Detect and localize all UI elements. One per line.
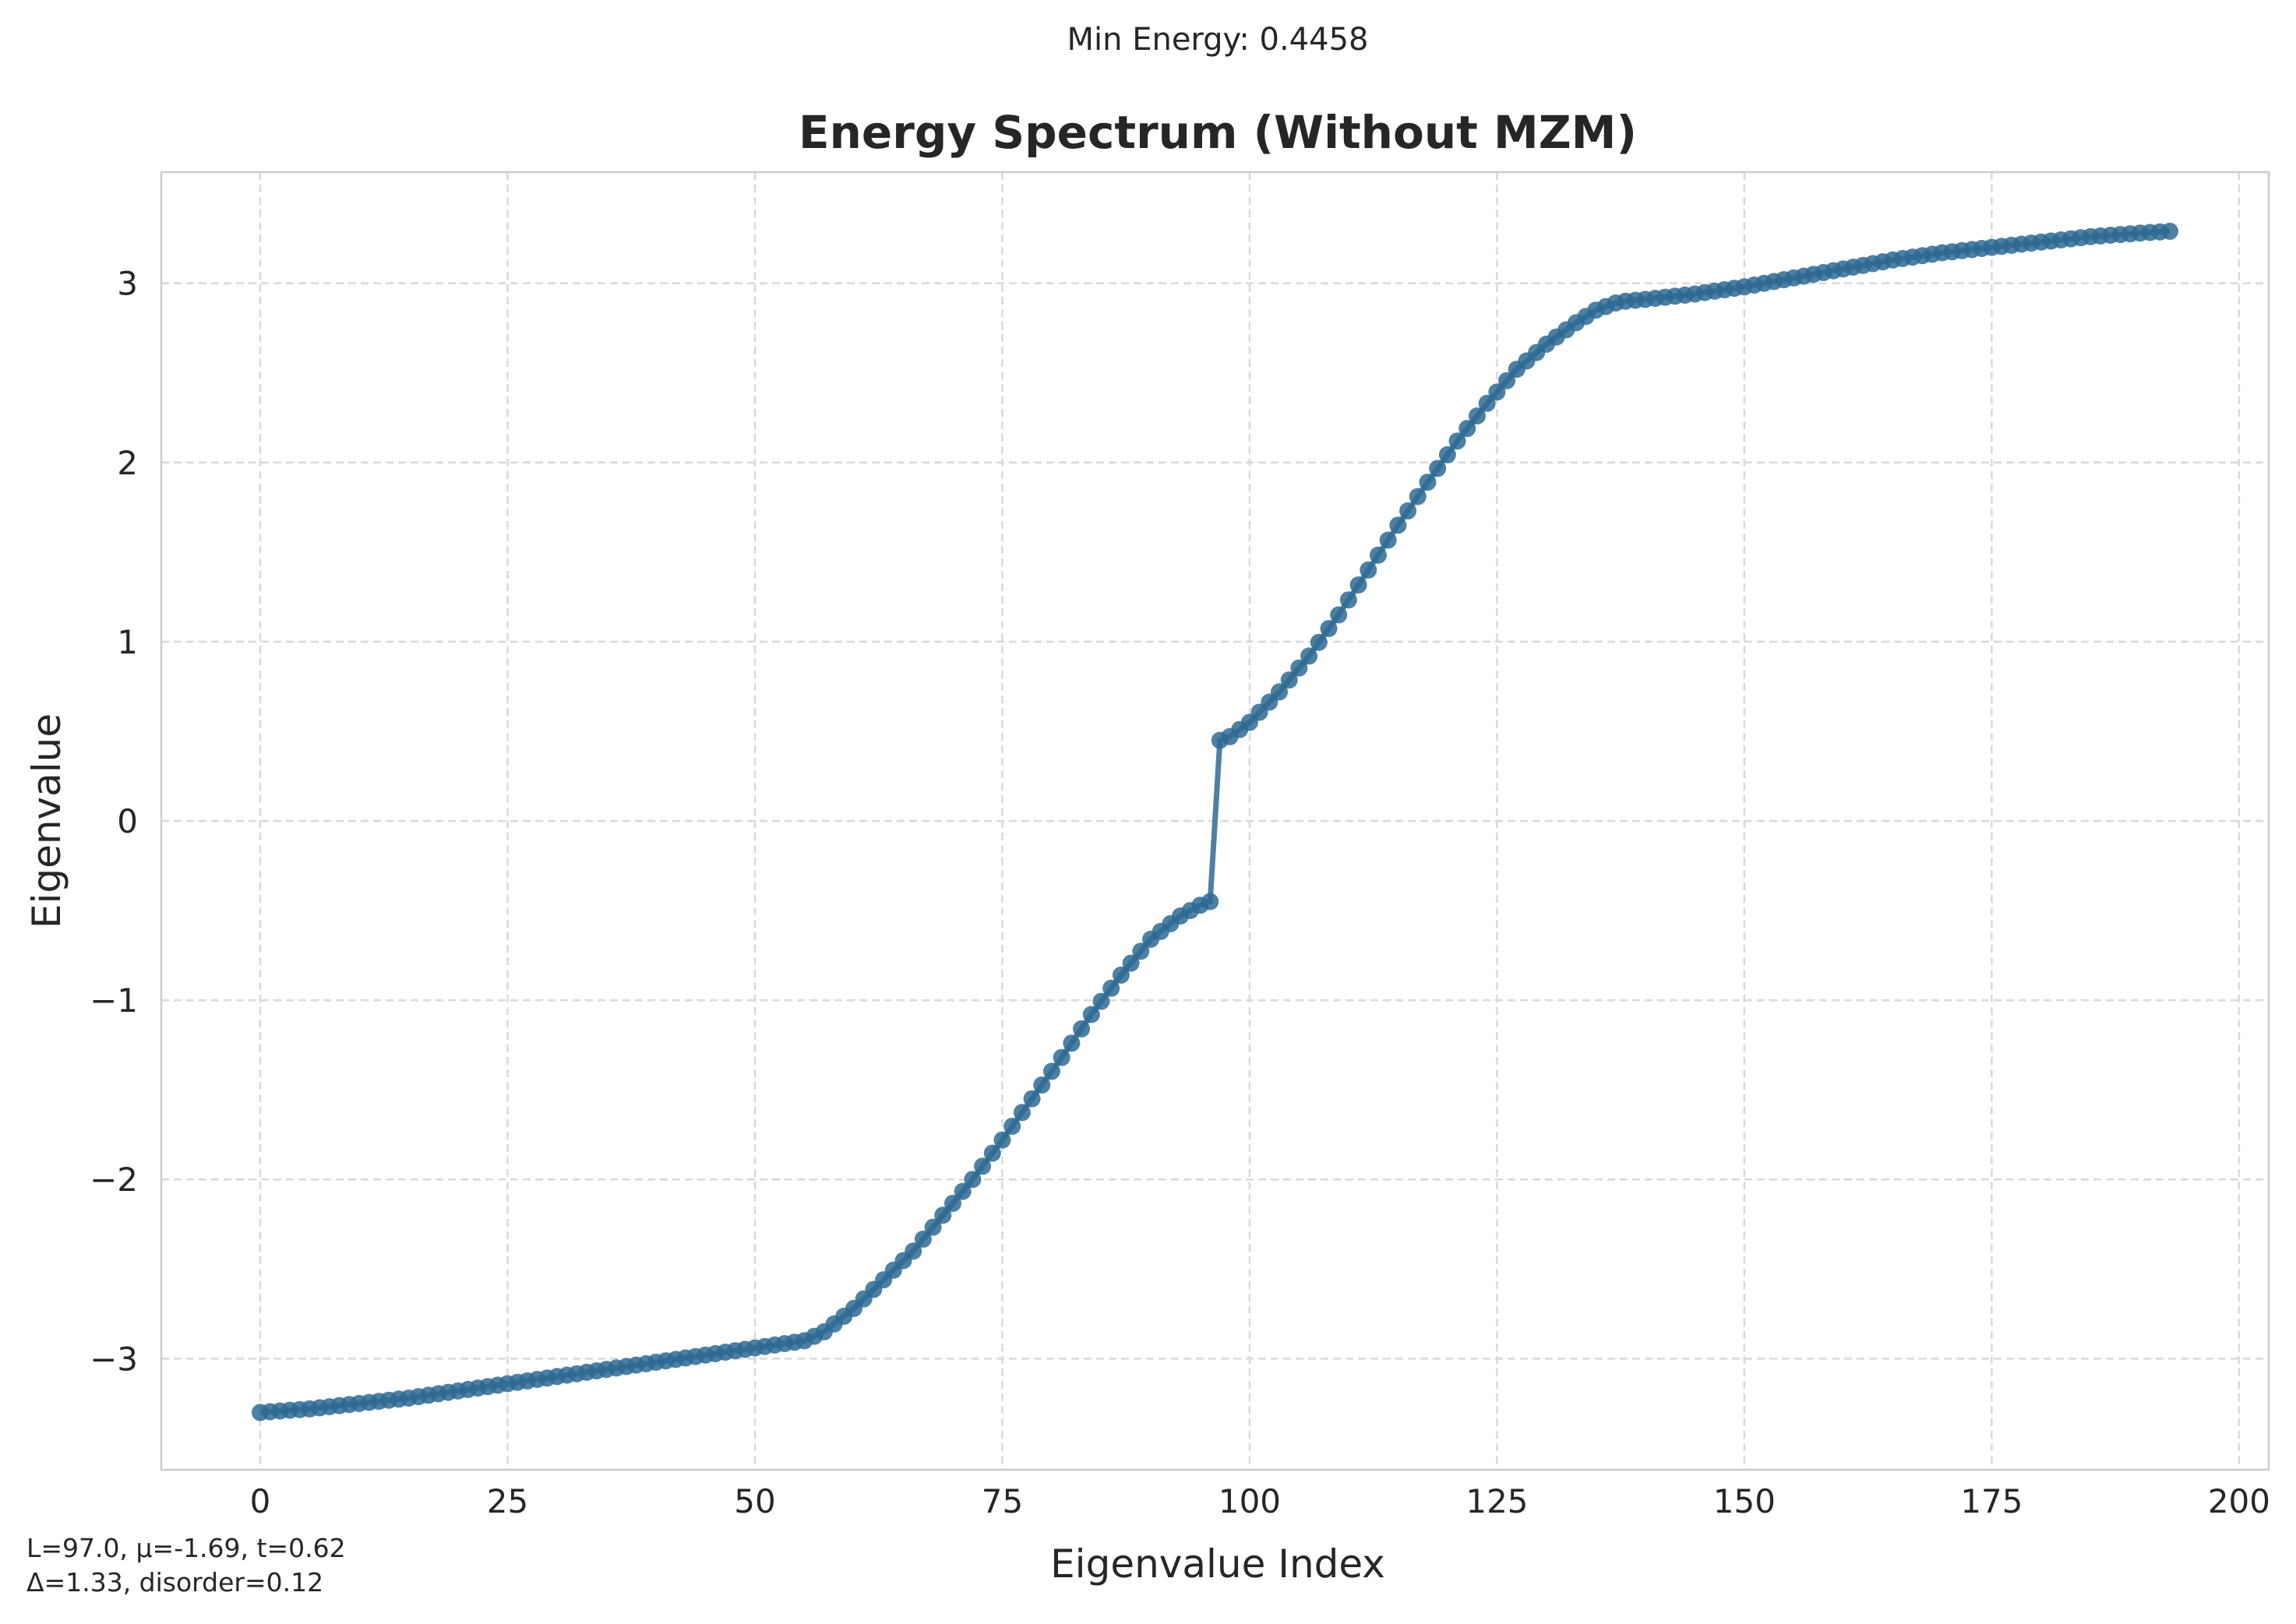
data-point [1043,1062,1060,1080]
data-point [1063,1034,1081,1052]
data-point [1092,992,1110,1010]
data-point [1458,420,1476,438]
data-point [1122,954,1140,972]
figure-suptitle: Min Energy: 0.4458 [1067,22,1369,58]
x-tick-label: 50 [734,1482,775,1520]
data-point [964,1171,982,1189]
data-point [905,1242,922,1260]
data-point [1013,1104,1031,1122]
y-tick-label: 1 [117,623,138,661]
y-tick-label: −3 [90,1340,138,1378]
data-point [914,1230,932,1248]
y-tick-label: −2 [90,1161,138,1199]
data-point [1349,576,1367,594]
data-point [1498,372,1516,389]
data-point [1429,460,1447,477]
x-tick-label: 75 [982,1482,1023,1520]
data-point [934,1207,952,1224]
data-point [1102,979,1120,997]
data-point [1399,502,1417,520]
data-point [1370,546,1387,564]
data-point [1478,394,1496,412]
x-tick-label: 125 [1465,1482,1528,1520]
data-point [924,1218,942,1236]
series-markers [252,222,2178,1421]
x-axis-label: Eigenvalue Index [1050,1541,1385,1587]
data-point [1389,516,1407,534]
data-point [1469,407,1486,424]
data-point [993,1131,1011,1149]
data-point [1082,1006,1100,1023]
y-tick-label: 3 [117,265,138,303]
y-tick-label: −1 [90,981,138,1020]
plot-area-frame [160,171,2270,1471]
data-point [1132,942,1150,960]
data-point [1003,1118,1021,1135]
data-point [974,1157,992,1175]
data-point [1339,591,1357,609]
data-point [983,1144,1001,1162]
data-point [1290,659,1308,677]
data-point [1310,633,1328,651]
y-axis-label: Eigenvalue [24,713,69,928]
parameters-line-2: Δ=1.33, disorder=0.12 [26,1567,324,1598]
data-point [1320,620,1338,637]
data-point [1271,683,1288,701]
x-tick-label: 175 [1960,1482,2023,1520]
data-point [1023,1090,1041,1108]
y-tick-labels: −3 −2 −1 0 1 2 3 [90,265,138,1379]
data-point [954,1182,972,1200]
data-point [1419,474,1437,491]
data-point [1330,606,1348,624]
x-tick-label: 25 [487,1482,528,1520]
data-point [1073,1020,1091,1037]
data-point [1360,561,1377,579]
parameters-line-1: L=97.0, μ=-1.69, t=0.62 [26,1533,346,1563]
data-point [1379,531,1397,549]
data-point [1438,446,1456,463]
data-point [1053,1048,1070,1066]
y-tick-label: 2 [117,444,138,482]
x-tick-label: 150 [1713,1482,1776,1520]
data-point [1280,671,1298,689]
data-point [1300,647,1318,665]
x-tick-label: 200 [2208,1482,2270,1520]
data-point [1201,893,1219,911]
chart-title: Energy Spectrum (Without MZM) [799,106,1637,159]
x-tick-labels: 0 25 50 75 100 125 150 175 200 [250,1482,2270,1520]
y-tick-label: 0 [117,802,138,840]
data-point [1488,383,1506,401]
data-point [1112,966,1130,984]
data-point [1033,1076,1051,1094]
data-point [1448,432,1466,450]
x-tick-label: 0 [250,1482,271,1520]
data-point [944,1194,961,1212]
data-point [2161,222,2178,240]
x-tick-label: 100 [1219,1482,1281,1520]
data-point [1409,488,1427,506]
